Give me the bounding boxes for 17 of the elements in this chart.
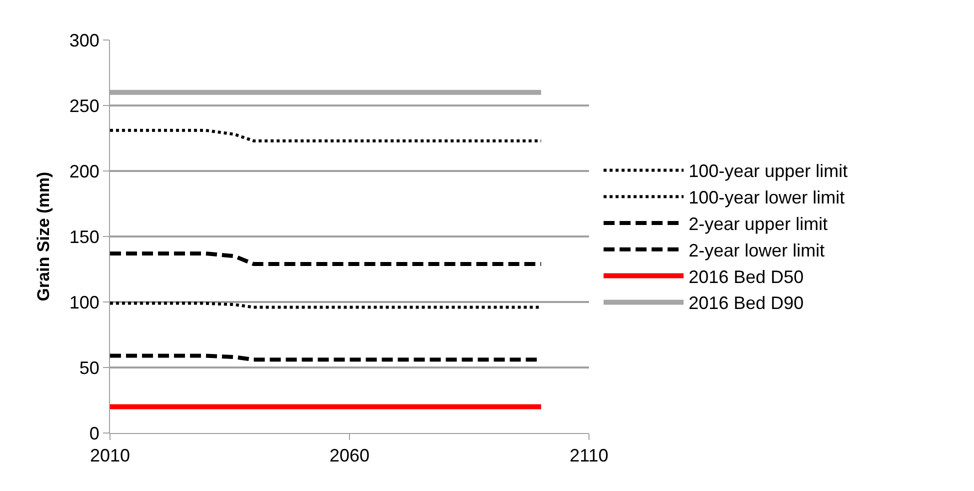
x-tick-label: 2010	[90, 446, 130, 466]
y-tick-label: 200	[69, 161, 100, 182]
x-tick-label: 2060	[329, 446, 370, 466]
y-tick-label: 0	[89, 423, 100, 444]
x-tick-label: 2110	[570, 446, 608, 466]
y-tick-label: 300	[69, 30, 100, 50]
legend-label: 100-year upper limit	[688, 161, 848, 182]
y-tick-label: 150	[69, 226, 100, 247]
y-axis-title: Grain Size (mm)	[34, 172, 53, 302]
legend-label: 2016 Bed D90	[688, 293, 804, 314]
legend-label: 2016 Bed D50	[688, 266, 804, 287]
y-tick-label: 250	[69, 96, 100, 116]
y-tick-label: 100	[69, 292, 100, 312]
legend-label: 100-year lower limit	[688, 188, 845, 208]
legend-label: 2-year upper limit	[688, 214, 828, 234]
legend-label: 2-year lower limit	[688, 240, 825, 260]
y-tick-label: 50	[79, 358, 100, 378]
